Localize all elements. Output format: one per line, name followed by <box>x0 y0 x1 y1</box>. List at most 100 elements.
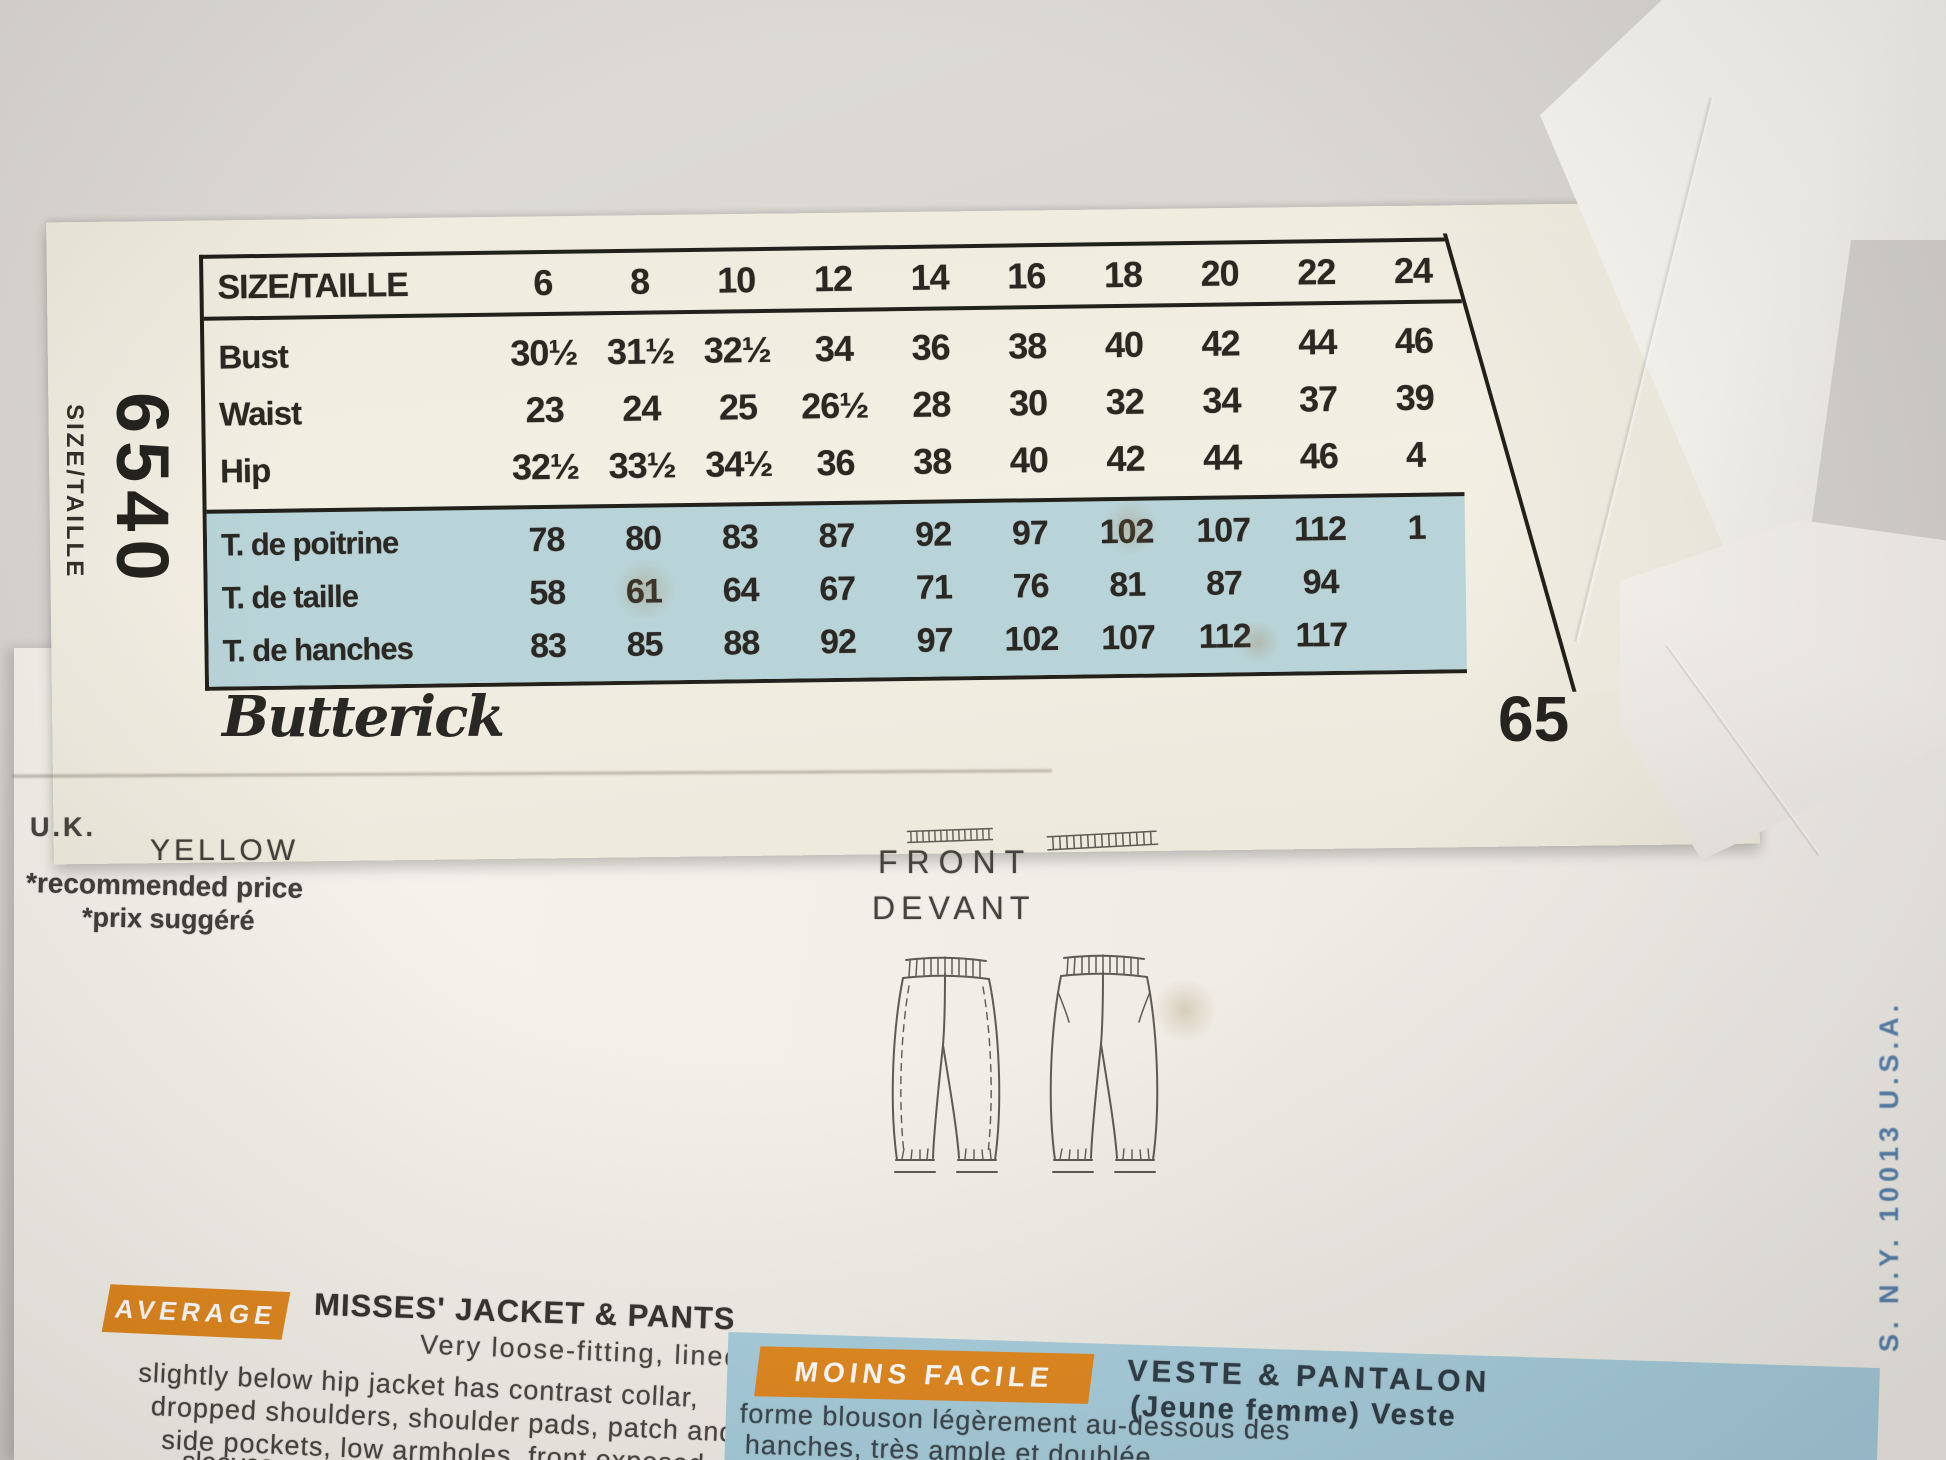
measure-cell: 46 <box>1394 319 1434 361</box>
measure-cell: 32½ <box>511 445 580 487</box>
row-label: T. de hanches <box>222 630 414 669</box>
jacket-hem-fragment-sketch <box>906 827 994 844</box>
measure-cell: 40 <box>1104 323 1144 365</box>
measure-cell: 102 <box>1004 619 1059 659</box>
measure-cell: 33½ <box>608 443 676 486</box>
row-label: Bust <box>218 337 289 376</box>
measure-cell: 38 <box>912 439 952 482</box>
row-label: T. de poitrine <box>220 524 399 563</box>
measure-cell: 40 <box>1009 438 1049 481</box>
price-color-code: YELLOW <box>150 834 300 867</box>
measure-cell: 107 <box>1100 618 1156 658</box>
measure-cell <box>1369 581 1466 582</box>
publisher-address-fragment: S. N.Y. 10013 U.S.A. <box>1874 999 1904 1352</box>
measure-cell: 97 <box>1011 514 1049 553</box>
measure-cell: 1 <box>1407 508 1426 547</box>
size-header-cell: 24 <box>1393 249 1433 292</box>
measure-cell: 78 <box>528 520 565 560</box>
measure-cell: 64 <box>722 571 759 610</box>
difficulty-badge-en: AVERAGE <box>101 1284 291 1340</box>
measure-cell: 34 <box>1202 378 1241 421</box>
measure-cell: 34 <box>814 327 854 369</box>
measure-cell: 24 <box>622 386 661 429</box>
size-header-cell: 10 <box>716 259 756 301</box>
paper-stain <box>1150 980 1220 1040</box>
size-header-cell: 20 <box>1200 252 1239 294</box>
measure-cell: 42 <box>1106 437 1145 479</box>
measure-cell: 58 <box>529 573 566 613</box>
prix-suggere-note: *prix suggéré <box>81 902 255 936</box>
measure-cell: 112 <box>1293 509 1347 549</box>
measure-cell: 85 <box>626 625 663 664</box>
size-header-cell: 12 <box>813 257 853 300</box>
front-view-label-en: FRONT <box>878 844 1034 880</box>
measure-cell: 23 <box>525 388 564 430</box>
difficulty-badge-fr: MOINS FACILE <box>754 1346 1095 1404</box>
measure-cell: 4 <box>1405 433 1426 475</box>
row-label: Hip <box>219 451 271 490</box>
measure-cell: 83 <box>529 626 567 666</box>
size-header-cell: 6 <box>533 261 553 304</box>
measure-cell: 28 <box>912 382 951 425</box>
measure-cell: 30½ <box>510 331 578 373</box>
measure-cell: 87 <box>818 516 855 556</box>
pants-front-view-b-sketch <box>1049 954 1159 1173</box>
measure-cell: 92 <box>915 515 952 554</box>
measure-cell: 87 <box>1205 564 1243 603</box>
measure-cell: 117 <box>1295 615 1348 655</box>
paper-stain <box>1100 500 1160 555</box>
measure-cell: 25 <box>718 385 758 428</box>
size-chart-english-section: Bust 30½ 31½ 32½ 34 36 38 40 42 44 46 Wa… <box>204 303 1465 510</box>
measure-cell: 81 <box>1109 565 1146 605</box>
measure-cell <box>1370 634 1467 635</box>
size-chart-french-section: T. de poitrine 78 80 83 87 92 97 102 107… <box>206 492 1467 687</box>
size-header-cell: 14 <box>910 256 949 298</box>
measure-cell: 31½ <box>606 329 675 372</box>
measure-cell: 36 <box>911 325 950 368</box>
measure-cell: 32 <box>1105 380 1145 422</box>
front-view-label-fr: DEVANT <box>872 890 1036 926</box>
pants-front-view-a-sketch <box>891 956 1001 1173</box>
uk-price-label: U.K. <box>30 812 96 842</box>
size-header-cell: 22 <box>1297 250 1336 293</box>
measure-cell: 107 <box>1196 511 1251 550</box>
measure-cell: 37 <box>1298 377 1338 419</box>
measure-cell: 44 <box>1202 435 1242 478</box>
measure-cell: 34½ <box>704 442 773 485</box>
measure-cell: 94 <box>1302 562 1339 602</box>
measure-cell: 26½ <box>800 384 869 426</box>
measure-cell: 71 <box>915 568 953 607</box>
paper-stain <box>610 560 680 620</box>
size-chart-corner-label: SIZE/TAILLE <box>217 265 409 307</box>
measure-cell: 83 <box>721 518 759 557</box>
butterick-logo: Butterick <box>222 684 505 750</box>
measure-cell: 32½ <box>703 328 772 371</box>
size-header-cell: 8 <box>629 260 650 302</box>
paper-stain <box>1235 620 1281 664</box>
size-chart: SIZE/TAILLE 6 8 10 12 14 16 18 20 22 24 … <box>199 227 1946 692</box>
measure-cell: 38 <box>1007 324 1047 367</box>
measure-cell: 76 <box>1012 567 1049 606</box>
measure-cell: 30 <box>1008 381 1048 424</box>
measure-cell: 39 <box>1395 376 1435 418</box>
size-header-cell: 18 <box>1103 253 1143 296</box>
measure-cell: 67 <box>819 569 856 609</box>
measure-cell: 36 <box>816 441 855 483</box>
spine-pattern-number: 6540 <box>101 392 184 589</box>
measure-cell: 80 <box>624 519 662 558</box>
recommended-price-note: *recommended price <box>25 867 304 904</box>
measure-cell: 88 <box>723 624 760 663</box>
measure-cell: 92 <box>819 622 857 662</box>
row-label: Waist <box>218 393 302 433</box>
size-header-cell: 16 <box>1006 255 1046 297</box>
pattern-number-cut-off: 65 <box>1498 683 1570 755</box>
measure-cell: 42 <box>1201 321 1240 364</box>
size-chart-table: SIZE/TAILLE 6 8 10 12 14 16 18 20 22 24 … <box>199 227 1946 692</box>
measure-cell: 46 <box>1299 434 1339 476</box>
row-label: T. de taille <box>221 578 359 616</box>
spine-size-taille-label: SIZE/TAILLE <box>61 404 88 580</box>
measure-cell: 44 <box>1297 320 1337 362</box>
measure-cell: 97 <box>916 621 953 660</box>
jacket-hem-fragment-sketch <box>1046 830 1159 851</box>
